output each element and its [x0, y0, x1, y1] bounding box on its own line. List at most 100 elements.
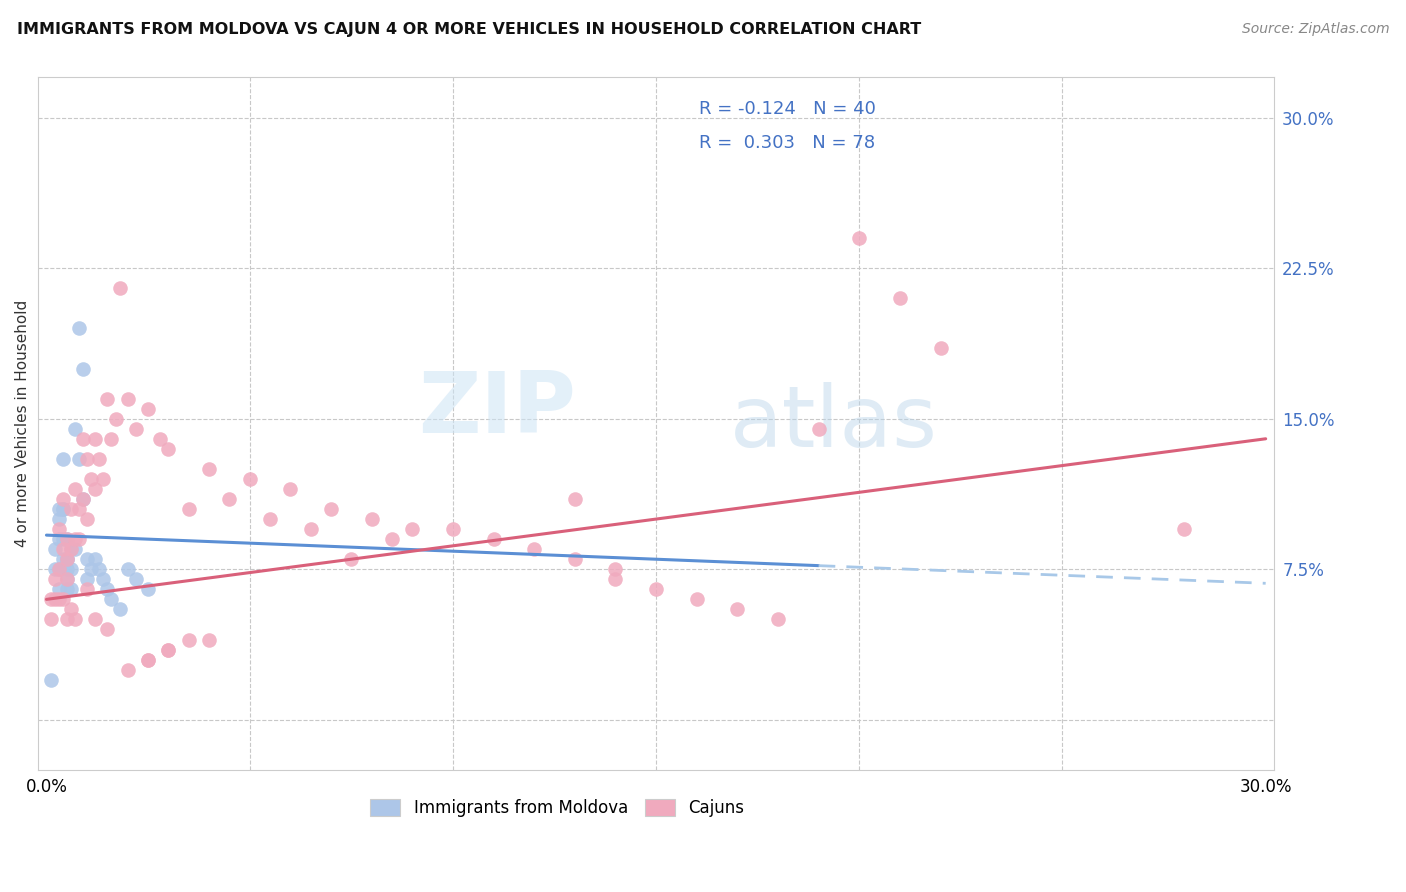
- Point: [52, 451, 75, 466]
- Point: [319, 502, 342, 516]
- Point: [381, 532, 404, 546]
- Point: [96, 623, 118, 637]
- Text: ZIP: ZIP: [418, 368, 576, 451]
- Point: [59, 502, 82, 516]
- Point: [39, 592, 62, 607]
- Point: [63, 482, 86, 496]
- Point: [482, 532, 505, 546]
- Point: [52, 592, 75, 607]
- Legend: Immigrants from Moldova, Cajuns: Immigrants from Moldova, Cajuns: [364, 792, 751, 824]
- Point: [63, 542, 86, 557]
- Point: [564, 491, 586, 506]
- Text: atlas: atlas: [730, 382, 938, 466]
- Point: [52, 552, 75, 566]
- Point: [48, 512, 70, 526]
- Point: [605, 562, 627, 576]
- Point: [44, 592, 66, 607]
- Point: [59, 582, 82, 597]
- Point: [76, 572, 98, 586]
- Point: [59, 562, 82, 576]
- Point: [72, 432, 94, 446]
- Point: [299, 522, 322, 536]
- Point: [67, 321, 90, 335]
- Point: [278, 482, 301, 496]
- Point: [48, 532, 70, 546]
- Point: [177, 632, 200, 647]
- Point: [44, 562, 66, 576]
- Y-axis label: 4 or more Vehicles in Household: 4 or more Vehicles in Household: [15, 300, 30, 548]
- Point: [177, 502, 200, 516]
- Point: [59, 542, 82, 557]
- Text: IMMIGRANTS FROM MOLDOVA VS CAJUN 4 OR MORE VEHICLES IN HOUSEHOLD CORRELATION CHA: IMMIGRANTS FROM MOLDOVA VS CAJUN 4 OR MO…: [17, 22, 921, 37]
- Point: [125, 422, 148, 436]
- Point: [52, 532, 75, 546]
- Point: [48, 522, 70, 536]
- Point: [96, 582, 118, 597]
- Point: [157, 642, 180, 657]
- Text: R =  0.303   N = 78: R = 0.303 N = 78: [699, 134, 876, 153]
- Point: [80, 562, 103, 576]
- Point: [125, 572, 148, 586]
- Point: [55, 582, 77, 597]
- Point: [63, 422, 86, 436]
- Point: [766, 612, 789, 626]
- Point: [441, 522, 464, 536]
- Point: [136, 582, 159, 597]
- Point: [67, 532, 90, 546]
- Point: [55, 572, 77, 586]
- Point: [76, 451, 98, 466]
- Point: [52, 502, 75, 516]
- Point: [157, 642, 180, 657]
- Point: [55, 552, 77, 566]
- Point: [239, 472, 262, 486]
- Point: [63, 532, 86, 546]
- Text: R = -0.124   N = 40: R = -0.124 N = 40: [699, 100, 876, 118]
- Point: [108, 602, 131, 616]
- Point: [84, 432, 107, 446]
- Point: [149, 432, 172, 446]
- Point: [645, 582, 668, 597]
- Point: [807, 422, 830, 436]
- Point: [89, 451, 111, 466]
- Point: [48, 562, 70, 576]
- Point: [117, 392, 139, 406]
- Text: Source: ZipAtlas.com: Source: ZipAtlas.com: [1241, 22, 1389, 37]
- Point: [48, 592, 70, 607]
- Point: [564, 552, 586, 566]
- Point: [48, 562, 70, 576]
- Point: [59, 542, 82, 557]
- Point: [84, 482, 107, 496]
- Point: [100, 432, 122, 446]
- Point: [72, 491, 94, 506]
- Point: [1173, 522, 1195, 536]
- Point: [48, 502, 70, 516]
- Point: [259, 512, 281, 526]
- Point: [48, 582, 70, 597]
- Point: [84, 612, 107, 626]
- Point: [929, 342, 952, 356]
- Point: [117, 562, 139, 576]
- Point: [39, 612, 62, 626]
- Point: [52, 542, 75, 557]
- Point: [89, 562, 111, 576]
- Point: [100, 592, 122, 607]
- Point: [72, 491, 94, 506]
- Point: [52, 491, 75, 506]
- Point: [39, 673, 62, 687]
- Point: [108, 281, 131, 295]
- Point: [401, 522, 423, 536]
- Point: [889, 291, 911, 305]
- Point: [55, 552, 77, 566]
- Point: [55, 532, 77, 546]
- Point: [55, 572, 77, 586]
- Point: [67, 451, 90, 466]
- Point: [76, 552, 98, 566]
- Point: [76, 582, 98, 597]
- Point: [93, 472, 115, 486]
- Point: [725, 602, 748, 616]
- Point: [96, 392, 118, 406]
- Point: [605, 572, 627, 586]
- Point: [117, 663, 139, 677]
- Point: [686, 592, 709, 607]
- Point: [340, 552, 363, 566]
